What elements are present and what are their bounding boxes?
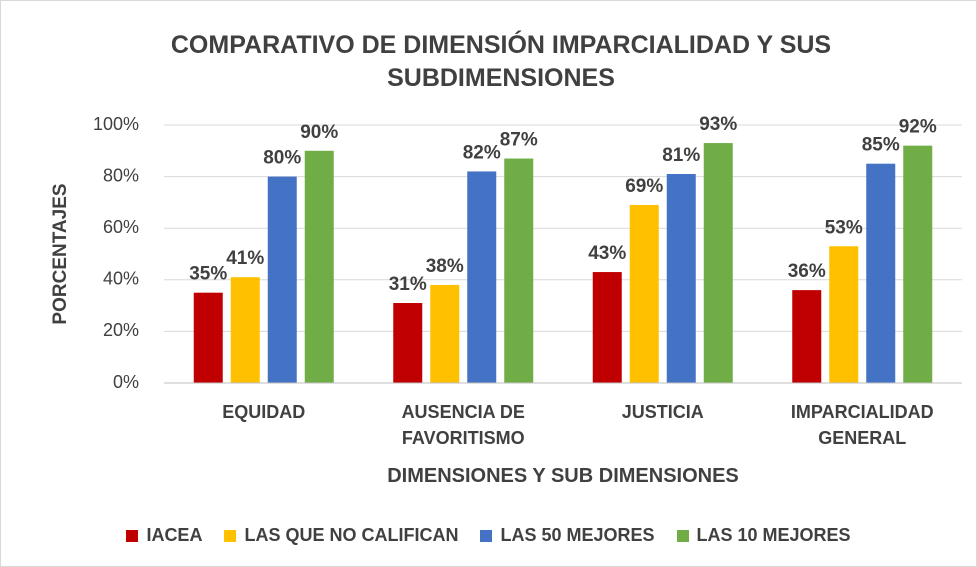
legend-item: LAS 10 MEJORES [676, 525, 851, 546]
legend-swatch [480, 529, 493, 542]
bar [592, 272, 622, 383]
bar [430, 284, 460, 383]
legend-swatch [676, 529, 689, 542]
bar [666, 174, 696, 383]
data-label: 87% [500, 130, 538, 151]
legend-item: LAS 50 MEJORES [480, 525, 655, 546]
data-label: 80% [263, 148, 301, 169]
bar [829, 246, 859, 383]
data-label: 85% [862, 135, 900, 156]
bar [504, 158, 534, 383]
x-tick-label: IMPARCIALIDAD GENERAL [790, 402, 934, 448]
legend-label: IACEA [146, 525, 203, 545]
bar [703, 143, 733, 383]
y-tick-label: 60% [103, 217, 139, 237]
y-tick-label: 80% [103, 165, 139, 185]
x-tick-label: EQUIDAD [222, 402, 306, 422]
bar [903, 145, 933, 383]
legend-swatch [224, 529, 237, 542]
bar [193, 292, 223, 383]
y-axis-title: PORCENTAJES [50, 183, 71, 324]
chart-title: COMPARATIVO DE DIMENSIÓN IMPARCIALIDAD Y… [170, 31, 832, 92]
y-tick-label: 0% [113, 372, 139, 392]
legend: IACEA LAS QUE NO CALIFICAN LAS 50 MEJORES L… [1, 525, 976, 546]
x-axis-title: DIMENSIONES Y SUB DIMENSIONES [387, 465, 739, 487]
bar [629, 204, 659, 383]
data-label: 35% [189, 264, 227, 285]
data-label: 43% [588, 243, 626, 264]
y-tick-label: 20% [103, 320, 139, 340]
bar [792, 290, 822, 383]
x-tick-label: AUSENCIA DE FAVORITISMO [401, 402, 525, 448]
data-label: 81% [662, 145, 700, 166]
x-tick-label: JUSTICIA [621, 402, 704, 422]
data-label: 69% [625, 176, 663, 197]
bar [230, 277, 260, 383]
legend-label: LAS 50 MEJORES [500, 525, 655, 545]
data-label: 93% [699, 114, 737, 135]
legend-item: LAS QUE NO CALIFICAN [224, 525, 458, 546]
data-label: 92% [899, 117, 937, 138]
bar [304, 150, 334, 383]
legend-label: LAS QUE NO CALIFICAN [244, 525, 459, 545]
data-label: 31% [389, 274, 427, 295]
data-label: 36% [788, 261, 826, 282]
data-label: 82% [463, 142, 501, 163]
bar [866, 163, 896, 383]
legend-label: LAS 10 MEJORES [696, 525, 851, 545]
data-label: 90% [300, 122, 338, 143]
data-label: 38% [426, 256, 464, 277]
legend-swatch [126, 529, 139, 542]
data-label: 53% [825, 217, 863, 238]
legend-item: IACEA [126, 525, 202, 546]
y-tick-label: 40% [103, 269, 139, 289]
data-label: 41% [226, 248, 264, 269]
bar [267, 176, 297, 383]
y-tick-label: 100% [93, 114, 139, 134]
bar [393, 303, 423, 383]
bar [467, 171, 497, 383]
